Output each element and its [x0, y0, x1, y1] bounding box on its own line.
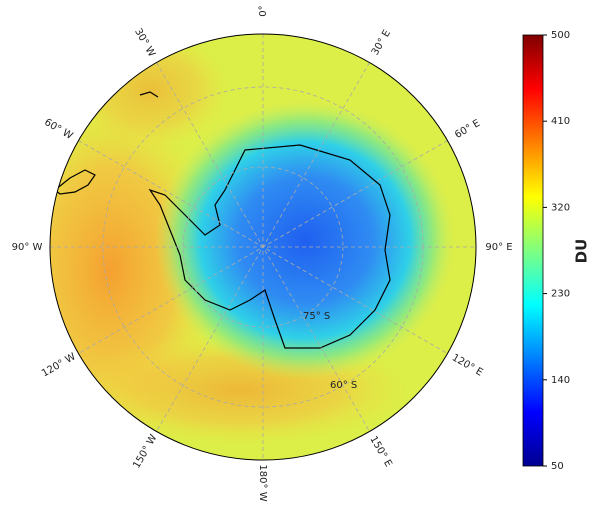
colorbar-tick-label: 50 [551, 461, 564, 472]
colorbar-tick-label: 230 [551, 289, 570, 300]
longitude-label: 150° W [131, 433, 159, 471]
longitude-label: 60° E [453, 118, 482, 141]
ozone-field [50, 34, 476, 460]
longitude-label: 30° W [132, 27, 157, 59]
antarctica-coastline [148, 144, 391, 349]
colorbar-tick-label: 140 [551, 375, 570, 386]
map-frame [49, 33, 477, 461]
longitude-label: 120° E [450, 352, 485, 378]
longitude-label: 0° [258, 5, 269, 16]
colorbar [522, 34, 544, 467]
colorbar-tick-label: 410 [551, 116, 570, 127]
colorbar-tick-label: 320 [551, 202, 570, 213]
graticule [50, 34, 476, 460]
colorbar-tick-label: 500 [551, 30, 570, 41]
latitude-label: 75° S [303, 311, 330, 322]
longitude-label: 30° E [370, 28, 393, 57]
colorbar-label: DU [573, 239, 591, 264]
longitude-label: 90° W [12, 242, 43, 253]
longitude-label: 150° E [367, 434, 393, 469]
longitude-label: 90° E [485, 242, 512, 253]
south-america-coastline [54, 91, 159, 195]
latitude-label: 60° S [330, 380, 357, 391]
longitude-label: 60° W [42, 117, 74, 142]
longitude-label: 180° W [257, 464, 268, 501]
longitude-label: 120° W [40, 351, 78, 379]
